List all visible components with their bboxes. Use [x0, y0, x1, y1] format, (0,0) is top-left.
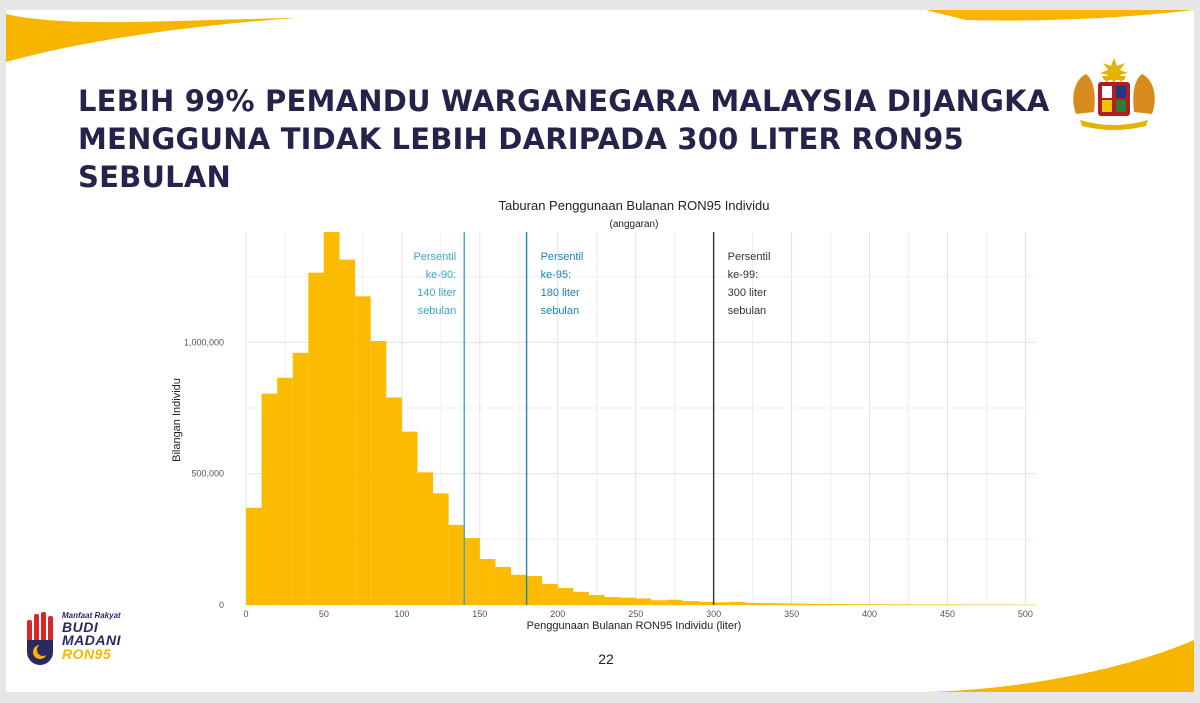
histogram-bar	[666, 599, 683, 605]
histogram-bar	[776, 603, 792, 605]
histogram-bar	[511, 574, 527, 605]
hand-logo-icon	[27, 612, 53, 665]
x-tick-label: 50	[319, 609, 329, 619]
histogram-bar	[604, 597, 621, 605]
histogram-bar	[339, 259, 356, 605]
histogram-bar	[635, 598, 652, 605]
histogram-bar	[682, 601, 699, 605]
histogram-bar	[542, 583, 558, 605]
histogram-bar	[464, 538, 480, 605]
page-title-line-2: MENGGUNA TIDAK LEBIH DARIPADA 300 LITER …	[78, 122, 964, 194]
histogram-bar	[838, 604, 854, 605]
histogram-bar	[323, 232, 340, 605]
page-number: 22	[598, 651, 614, 667]
percentile-label: ke-99:	[728, 269, 759, 281]
histogram-bar	[588, 595, 605, 605]
percentile-label: sebulan	[418, 305, 457, 317]
histogram-bar	[729, 601, 745, 605]
histogram-bar	[573, 591, 589, 605]
x-tick-label: 500	[1018, 609, 1033, 619]
top-left-swoosh	[6, 14, 296, 62]
chart-title: Taburan Penggunaan Bulanan RON95 Individ…	[498, 198, 769, 213]
histogram-bar	[370, 341, 387, 605]
histogram-bar	[557, 587, 574, 605]
x-tick-label: 450	[940, 609, 955, 619]
percentile-label: ke-90:	[426, 269, 457, 281]
x-tick-label: 100	[394, 609, 409, 619]
x-tick-label: 0	[243, 609, 248, 619]
histogram-bar	[807, 603, 823, 605]
histogram-bar	[869, 604, 886, 605]
histogram-bar	[261, 393, 278, 605]
histogram-bar	[386, 397, 402, 605]
y-tick-label: 0	[219, 600, 224, 610]
histogram-bar	[401, 431, 418, 605]
histogram-bar	[448, 524, 465, 605]
y-tick-label: 1,000,000	[184, 337, 224, 347]
x-tick-label: 300	[706, 609, 721, 619]
histogram-bar	[433, 493, 449, 605]
percentile-label: sebulan	[728, 305, 767, 317]
histogram-bar	[495, 566, 511, 605]
bottom-right-swoosh	[926, 640, 1194, 692]
y-tick-label: 500,000	[191, 469, 224, 479]
histogram-bar	[713, 602, 730, 605]
histogram-bar	[620, 597, 636, 605]
percentile-label: 300 liter	[728, 287, 767, 299]
histogram-bar	[947, 604, 964, 605]
histogram-bar	[277, 377, 293, 605]
percentile-label: ke-95:	[541, 269, 572, 281]
histogram-bar	[760, 603, 776, 605]
histogram-bar	[698, 601, 714, 605]
histogram-bar	[526, 576, 543, 605]
histogram-bar	[651, 600, 667, 605]
percentile-label: 180 liter	[541, 287, 580, 299]
page-title-line-1: LEBIH 99% PEMANDU WARGANEGARA MALAYSIA D…	[78, 84, 1050, 118]
chart-subtitle: (anggaran)	[610, 219, 659, 230]
histogram-bar	[308, 272, 324, 605]
y-axis-label: Bilangan Individu	[171, 378, 183, 462]
percentile-label: 140 liter	[417, 287, 456, 299]
budi-madani-logo: Manfaat Rakyat BUDI MADANI RON95	[24, 610, 144, 670]
histogram-bar	[355, 296, 371, 605]
x-axis-label: Penggunaan Bulanan RON95 Individu (liter…	[527, 620, 742, 632]
histogram-chart: Persentil ke-90: 140 liter sebulan Persentil…	[171, 198, 1036, 632]
x-tick-label: 200	[550, 609, 565, 619]
histogram-bar	[931, 604, 948, 605]
percentile-label: Persentil	[413, 251, 456, 263]
logo-word-budi: BUDI	[62, 619, 99, 635]
slide: LEBIH 99% PEMANDU WARGANEGARA MALAYSIA D…	[6, 10, 1194, 692]
x-tick-label: 250	[628, 609, 643, 619]
percentile-label: Persentil	[728, 251, 771, 263]
logo-word-ron95: RON95	[62, 646, 112, 662]
top-right-swoosh	[926, 10, 1194, 21]
x-tick-label: 150	[472, 609, 487, 619]
histogram-bar	[822, 603, 839, 605]
histogram-bar	[479, 559, 496, 605]
histogram-bar	[292, 352, 309, 605]
percentile-label: sebulan	[541, 305, 580, 317]
histogram-bar	[853, 604, 870, 605]
histogram-bar	[885, 604, 901, 605]
histogram-bar	[246, 507, 262, 605]
logo-word-madani: MADANI	[62, 632, 121, 648]
histogram-bar	[744, 602, 761, 605]
percentile-label: Persentil	[541, 251, 584, 263]
x-tick-label: 400	[862, 609, 877, 619]
page-title: LEBIH 99% PEMANDU WARGANEGARA MALAYSIA D…	[78, 82, 1058, 196]
coat-of-arms-emblem	[1073, 58, 1155, 130]
histogram-bar	[791, 603, 808, 605]
logo-tagline: Manfaat Rakyat	[62, 611, 121, 620]
histogram-bar	[900, 604, 917, 605]
x-tick-label: 350	[784, 609, 799, 619]
histogram-bar	[417, 472, 434, 605]
histogram-bar	[916, 604, 932, 605]
